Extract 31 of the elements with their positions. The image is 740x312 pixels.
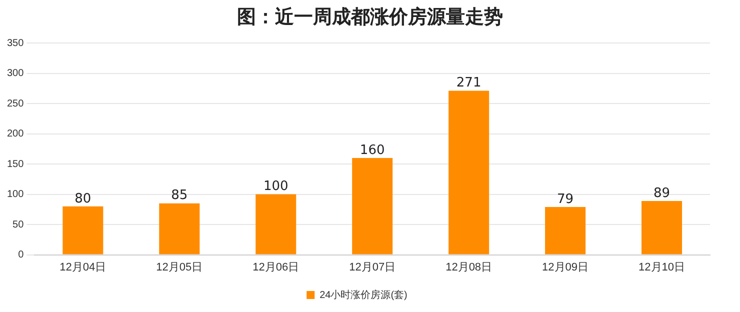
y-tick-label: 300 (6, 68, 24, 80)
y-tick-label: 150 (6, 158, 24, 170)
bar (256, 194, 296, 254)
chart-title: 图：近一周成都涨价房源量走势 (236, 5, 504, 30)
data-label: 89 (653, 186, 670, 201)
y-tick-label: 0 (18, 250, 24, 261)
x-tick-label: 12月07日 (349, 261, 396, 274)
bar (159, 203, 200, 254)
y-tick-label: 350 (6, 38, 24, 49)
x-tick-label: 12月09日 (542, 261, 589, 274)
x-tick-label: 12月05日 (156, 261, 203, 274)
data-label: 79 (557, 192, 574, 207)
bar (545, 206, 586, 254)
x-tick-label: 12月04日 (60, 261, 106, 274)
bar (642, 200, 682, 254)
bar (352, 158, 393, 254)
y-tick-label: 50 (12, 219, 24, 230)
bar (62, 206, 104, 254)
data-label: 100 (263, 179, 288, 194)
data-label: 271 (456, 76, 482, 91)
y-tick-label: 100 (6, 189, 24, 200)
x-tick-label: 12月08日 (446, 261, 492, 274)
data-label: 85 (171, 188, 188, 204)
legend-label: 24小时涨价房源(套) (320, 288, 408, 301)
x-tick-label: 12月10日 (638, 261, 686, 274)
bar (448, 90, 490, 254)
y-tick-label: 200 (6, 128, 24, 140)
x-tick-label: 12月06日 (252, 261, 300, 274)
data-label: 160 (360, 142, 385, 158)
y-tick-label: 250 (6, 98, 24, 110)
data-label: 80 (74, 191, 92, 206)
